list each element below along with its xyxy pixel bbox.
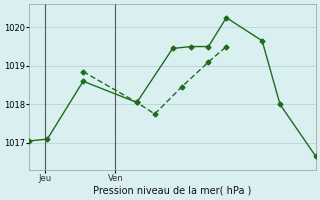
X-axis label: Pression niveau de la mer( hPa ): Pression niveau de la mer( hPa ) xyxy=(93,186,252,196)
